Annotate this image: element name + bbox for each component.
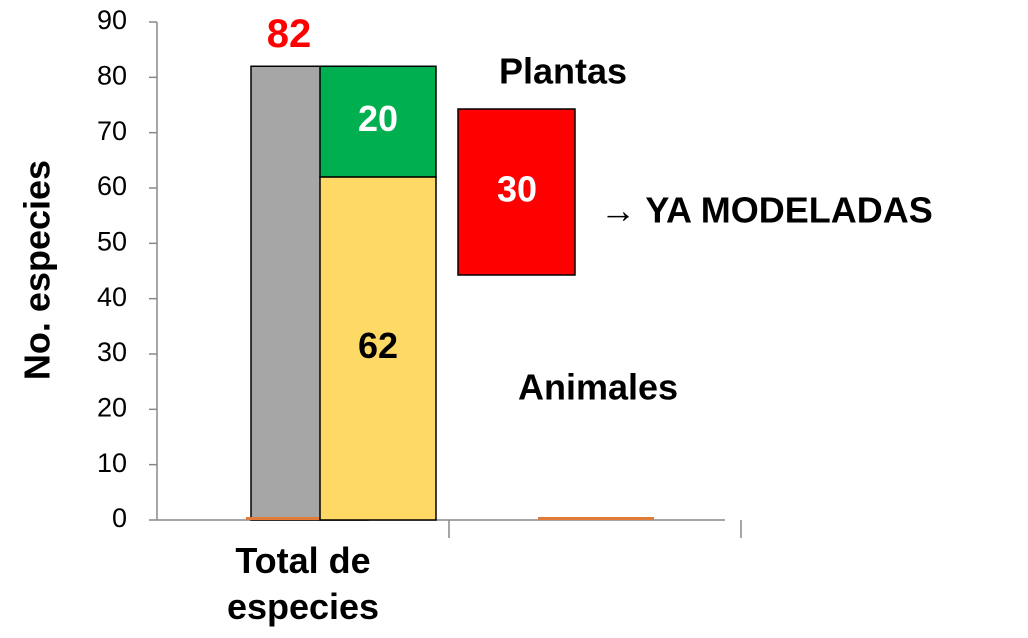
stack-segment xyxy=(319,65,437,178)
y-tick-label: 50 xyxy=(97,226,127,256)
y-tick-label: 70 xyxy=(97,116,127,146)
y-tick-label: 30 xyxy=(97,337,127,367)
y-tick-label: 10 xyxy=(97,448,127,478)
y-tick-label: 20 xyxy=(97,392,127,422)
value-label: 82 xyxy=(267,12,312,56)
y-tick-label: 90 xyxy=(97,5,127,35)
baseline-bar xyxy=(246,517,362,520)
segment-label: 20 xyxy=(358,98,398,139)
y-tick-label: 60 xyxy=(97,171,127,201)
callout-box xyxy=(457,108,576,276)
stack-segment xyxy=(319,176,437,521)
y-tick-label: 40 xyxy=(97,282,127,312)
annotation: Plantas xyxy=(499,51,627,92)
annotation: Animales xyxy=(518,367,678,408)
callout-label: 30 xyxy=(497,169,537,210)
y-tick-label: 80 xyxy=(97,60,127,90)
x-tick-label: Total de especies xyxy=(226,540,380,627)
y-axis-label: No. especies xyxy=(17,160,58,380)
baseline-bar xyxy=(538,517,654,520)
segment-label: 62 xyxy=(358,325,398,366)
annotation: → YA MODELADAS xyxy=(600,190,933,231)
x-label-box: Total de especies xyxy=(226,540,380,627)
y-tick-label: 0 xyxy=(112,503,127,533)
